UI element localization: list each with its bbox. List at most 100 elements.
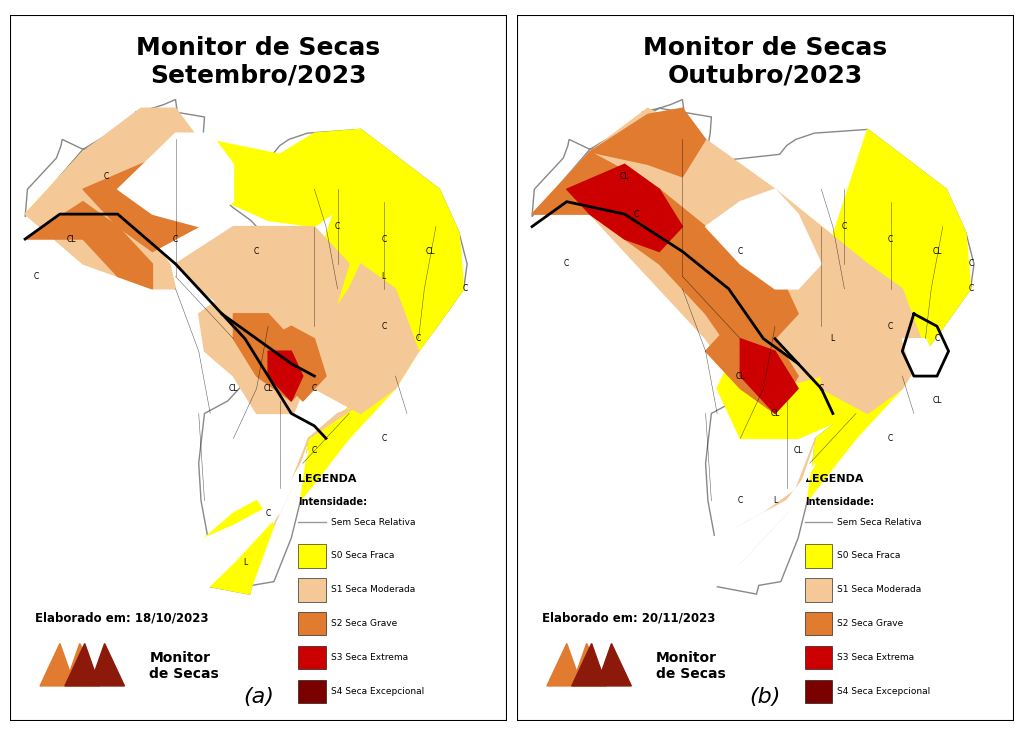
Text: C: C	[311, 446, 317, 456]
Polygon shape	[26, 130, 360, 227]
Polygon shape	[815, 130, 971, 382]
Text: CL: CL	[794, 446, 803, 456]
Text: C: C	[737, 496, 743, 505]
Text: L: L	[830, 334, 835, 343]
FancyBboxPatch shape	[805, 578, 833, 601]
Polygon shape	[395, 401, 436, 439]
Polygon shape	[118, 133, 233, 227]
Polygon shape	[26, 99, 467, 594]
Text: LEGENDA: LEGENDA	[298, 474, 356, 484]
Polygon shape	[26, 202, 153, 289]
Text: Monitor de Secas
Outubro/2023: Monitor de Secas Outubro/2023	[643, 36, 888, 88]
Text: CL: CL	[770, 409, 779, 418]
Text: S2 Seca Grave: S2 Seca Grave	[838, 619, 904, 629]
Text: C: C	[969, 260, 975, 269]
FancyBboxPatch shape	[298, 680, 326, 704]
Text: C: C	[737, 247, 743, 256]
Text: C: C	[888, 322, 893, 330]
Polygon shape	[547, 643, 606, 686]
Text: C: C	[818, 384, 824, 393]
Text: CL: CL	[228, 384, 239, 393]
Text: CL: CL	[425, 247, 435, 256]
Polygon shape	[717, 264, 867, 439]
Polygon shape	[706, 314, 798, 414]
Text: (b): (b)	[750, 687, 781, 707]
Text: Monitor
de Secas: Monitor de Secas	[150, 651, 219, 681]
Text: S0 Seca Fraca: S0 Seca Fraca	[331, 551, 394, 560]
Polygon shape	[532, 99, 974, 594]
Text: C: C	[34, 272, 39, 281]
Text: C: C	[462, 284, 468, 294]
Text: Sem Seca Relativa: Sem Seca Relativa	[331, 517, 415, 526]
Text: C: C	[173, 235, 178, 244]
Polygon shape	[308, 130, 464, 382]
Text: CL: CL	[620, 172, 630, 181]
Text: CL: CL	[932, 247, 942, 256]
Text: L: L	[773, 496, 777, 505]
FancyBboxPatch shape	[298, 612, 326, 635]
Text: C: C	[888, 235, 893, 244]
Polygon shape	[83, 152, 199, 252]
Polygon shape	[708, 463, 815, 594]
Polygon shape	[40, 643, 99, 686]
Polygon shape	[273, 407, 355, 526]
Polygon shape	[807, 351, 926, 500]
Text: Intensidade:: Intensidade:	[805, 497, 874, 506]
Text: S0 Seca Fraca: S0 Seca Fraca	[838, 551, 901, 560]
Polygon shape	[314, 264, 419, 414]
FancyBboxPatch shape	[298, 578, 326, 601]
FancyBboxPatch shape	[805, 680, 833, 704]
Polygon shape	[532, 108, 867, 389]
Polygon shape	[532, 152, 798, 364]
Text: C: C	[254, 247, 259, 256]
Text: S3 Seca Extrema: S3 Seca Extrema	[331, 653, 408, 662]
Text: CL: CL	[67, 235, 76, 244]
Text: Intensidade:: Intensidade:	[298, 497, 368, 506]
Polygon shape	[300, 351, 419, 500]
Polygon shape	[268, 351, 303, 401]
Polygon shape	[902, 339, 937, 376]
Text: Sem Seca Relativa: Sem Seca Relativa	[838, 517, 922, 526]
Polygon shape	[712, 439, 815, 576]
Polygon shape	[26, 189, 175, 289]
Text: C: C	[634, 210, 639, 219]
FancyBboxPatch shape	[805, 545, 833, 567]
Text: C: C	[381, 434, 386, 443]
Text: C: C	[416, 334, 421, 343]
Text: S4 Seca Excepcional: S4 Seca Excepcional	[838, 687, 931, 696]
Text: L: L	[382, 272, 386, 281]
Text: C: C	[311, 384, 317, 393]
Text: C: C	[969, 284, 975, 294]
Polygon shape	[26, 108, 199, 214]
Text: Elaborado em: 18/10/2023: Elaborado em: 18/10/2023	[35, 612, 209, 625]
FancyBboxPatch shape	[805, 612, 833, 635]
Polygon shape	[199, 289, 314, 414]
Text: C: C	[103, 172, 109, 181]
Polygon shape	[740, 339, 798, 414]
Text: L: L	[243, 559, 247, 567]
Text: Monitor de Secas
Setembro/2023: Monitor de Secas Setembro/2023	[136, 36, 381, 88]
Text: S2 Seca Grave: S2 Seca Grave	[331, 619, 397, 629]
Text: C: C	[335, 222, 340, 231]
Polygon shape	[205, 500, 273, 594]
Text: Monitor
de Secas: Monitor de Secas	[656, 651, 726, 681]
Text: C: C	[888, 434, 893, 443]
Polygon shape	[201, 451, 308, 594]
Polygon shape	[233, 314, 314, 401]
Text: C: C	[381, 235, 386, 244]
Text: C: C	[381, 322, 386, 330]
Text: S4 Seca Excepcional: S4 Seca Excepcional	[331, 687, 424, 696]
Text: C: C	[265, 509, 270, 517]
Text: CL: CL	[932, 397, 942, 406]
Polygon shape	[566, 164, 682, 252]
Text: (a): (a)	[243, 687, 274, 707]
FancyBboxPatch shape	[805, 646, 833, 669]
Polygon shape	[65, 643, 125, 686]
Text: S1 Seca Moderada: S1 Seca Moderada	[331, 585, 415, 595]
Polygon shape	[821, 264, 926, 414]
Text: C: C	[842, 222, 847, 231]
FancyBboxPatch shape	[298, 646, 326, 669]
Polygon shape	[175, 227, 349, 339]
Text: CL: CL	[735, 372, 745, 381]
Polygon shape	[571, 643, 632, 686]
